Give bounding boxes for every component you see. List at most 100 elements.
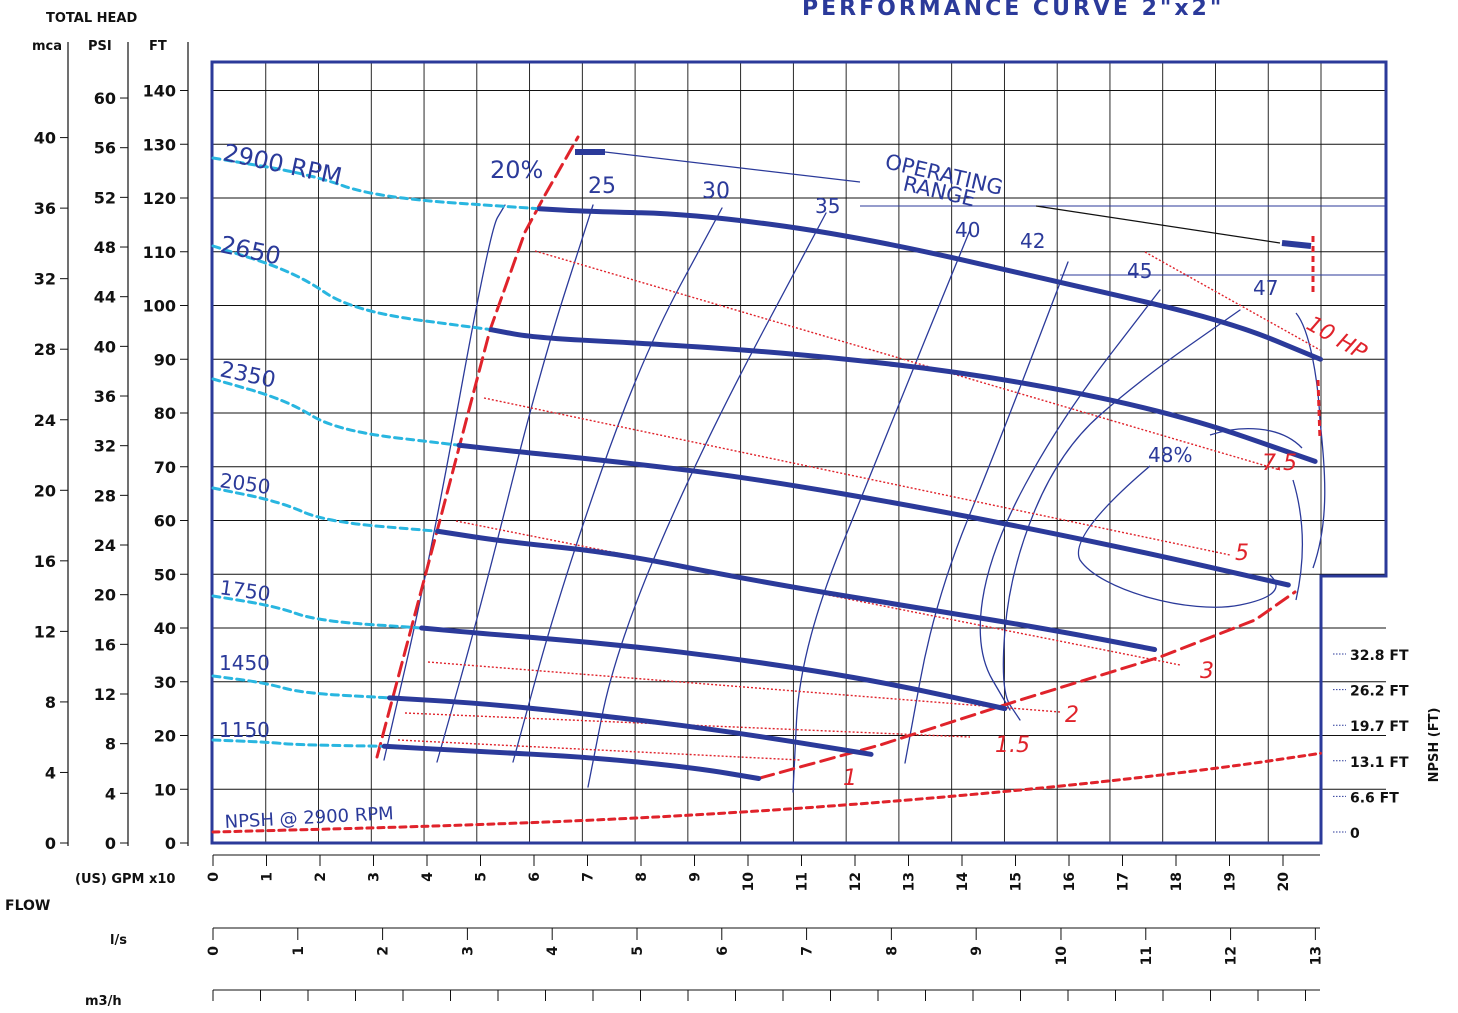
ft-tick-label: 30: [154, 673, 176, 692]
npsh-tick-label: 6.6 FT: [1350, 790, 1399, 806]
efficiency-right-limit: [1292, 479, 1304, 601]
ft-tick-label: 0: [165, 834, 176, 853]
npsh-tick-label: 0: [1350, 826, 1360, 842]
operating-range: [575, 149, 1312, 249]
efficiency-curve: [1002, 309, 1241, 721]
mca-tick-label: 20: [34, 481, 56, 500]
chart-title: PERFORMANCE CURVE 2"x2": [802, 0, 1224, 21]
ft-tick-label: 90: [154, 350, 176, 369]
ls-tick-label: 9: [969, 946, 985, 956]
psi-tick-label: 8: [105, 735, 116, 754]
ft-axis-label: FT: [149, 39, 167, 54]
gpm-tick-label: 6: [527, 872, 543, 882]
ft-tick-label: 100: [143, 297, 176, 316]
power-curve: [483, 397, 1231, 556]
gpm-tick-label: 1: [260, 872, 276, 882]
gpm-tick-label: 3: [367, 872, 383, 882]
ls-tick-label: 11: [1139, 946, 1155, 965]
ls-tick-label: 10: [1054, 946, 1070, 966]
efficiency-right-limit: [1209, 428, 1303, 449]
mca-axis-label: mca: [32, 39, 62, 54]
power-curve: [534, 250, 1281, 471]
ls-tick-label: 1: [291, 946, 307, 956]
npsh-tick-label: 26.2 FT: [1350, 684, 1409, 700]
mca-tick-label: 12: [34, 622, 56, 641]
ls-tick-label: 5: [630, 946, 646, 956]
head-axis-title: TOTAL HEAD: [46, 11, 137, 26]
gpm-tick-label: 12: [848, 872, 864, 891]
gpm-tick-label: 20: [1276, 872, 1292, 892]
efficiency-curves: [383, 204, 1326, 793]
power-label: 1.5: [995, 733, 1030, 758]
npsh-speed-extension: [211, 156, 541, 211]
efficiency-curve: [792, 229, 971, 793]
speed-curve-line: [419, 625, 1008, 712]
gpm-tick-label: 18: [1169, 872, 1185, 891]
speed-curve-label: 2350: [218, 357, 278, 393]
efficiency-curve: [383, 204, 506, 761]
gpm-tick-label: 15: [1009, 872, 1025, 891]
ft-tick-label: 120: [143, 189, 176, 208]
power-curve: [1144, 251, 1321, 351]
gpm-tick-label: 10: [741, 872, 757, 892]
efficiency-label: 42: [1020, 229, 1045, 253]
efficiency-label: 45: [1127, 259, 1152, 283]
power-label: 7.5: [1262, 451, 1297, 476]
ft-tick-label: 110: [143, 243, 176, 262]
flow-label: FLOW: [5, 898, 50, 914]
mca-tick-label: 4: [45, 763, 56, 782]
mca-tick-label: 40: [34, 129, 56, 148]
npsh-speed-extension: [211, 674, 392, 700]
minimum-flow-limit: [375, 135, 580, 759]
ft-tick-label: 70: [154, 458, 176, 477]
speed-curve-line: [536, 206, 1323, 362]
ls-axis-label: l/s: [110, 933, 127, 948]
chart-frame: [210, 60, 1388, 845]
ft-tick-label: 50: [154, 565, 176, 584]
mca-tick-label: 0: [45, 834, 56, 853]
mca-tick-label: 24: [34, 411, 56, 430]
ft-axis-ticks: 0 10 20 30 40 50 60 70 80 90 100 110 120 130 140: [143, 42, 189, 853]
speed-curve-label: 1450: [219, 651, 270, 675]
gpm-axis-ticks: 0 1 2 3 4 5 6 7 8 9 10 11 12 13 14 15 16 17 18 19 20: [206, 854, 1320, 892]
ls-tick-label: 3: [460, 946, 476, 956]
psi-tick-label: 44: [94, 288, 116, 307]
efficiency-curve: [979, 289, 1161, 711]
efficiency-curve: [512, 207, 723, 763]
gpm-tick-label: 4: [420, 872, 436, 882]
npsh-axis-ticks: 0 6.6 FT 13.1 FT 19.7 FT 26.2 FT 32.8 FT: [1333, 648, 1409, 842]
npsh-tick-label: 32.8 FT: [1350, 648, 1409, 664]
psi-tick-label: 24: [94, 536, 116, 555]
ft-tick-label: 40: [154, 619, 176, 638]
ft-tick-label: 60: [154, 512, 176, 531]
ls-axis-ticks: 0 1 2 3 4 5 6 7 8 9 10 11 12 13: [206, 927, 1324, 966]
operating-range-end: [1281, 240, 1312, 249]
gpm-tick-label: 19: [1223, 872, 1239, 891]
efficiency-label: 48%: [1148, 443, 1192, 467]
operating-range-line: [604, 151, 861, 183]
psi-tick-label: 36: [94, 387, 116, 406]
efficiency-48-loop: [1077, 465, 1277, 608]
gpm-tick-label: 8: [634, 872, 650, 882]
m3h-axis-ticks: [212, 989, 1320, 1001]
psi-axis-label: PSI: [88, 39, 112, 54]
psi-tick-label: 40: [94, 337, 116, 356]
psi-tick-label: 56: [94, 139, 116, 158]
speed-curve-label: 1150: [219, 718, 270, 742]
psi-tick-label: 16: [94, 635, 116, 654]
ls-tick-label: 13: [1308, 946, 1324, 965]
power-label: 2: [1065, 703, 1079, 728]
psi-tick-label: 48: [94, 238, 116, 257]
ft-tick-label: 10: [154, 780, 176, 799]
npsh-speed-extension: [211, 738, 386, 748]
npsh-curve-line: [211, 751, 1322, 834]
psi-tick-label: 32: [94, 437, 116, 456]
gpm-tick-label: 16: [1062, 872, 1078, 891]
gpm-tick-label: 11: [795, 872, 811, 891]
npsh-speed-extension: [211, 377, 461, 447]
npsh-speed-extension: [211, 594, 424, 630]
psi-tick-label: 20: [94, 586, 116, 605]
efficiency-curve: [436, 204, 594, 763]
